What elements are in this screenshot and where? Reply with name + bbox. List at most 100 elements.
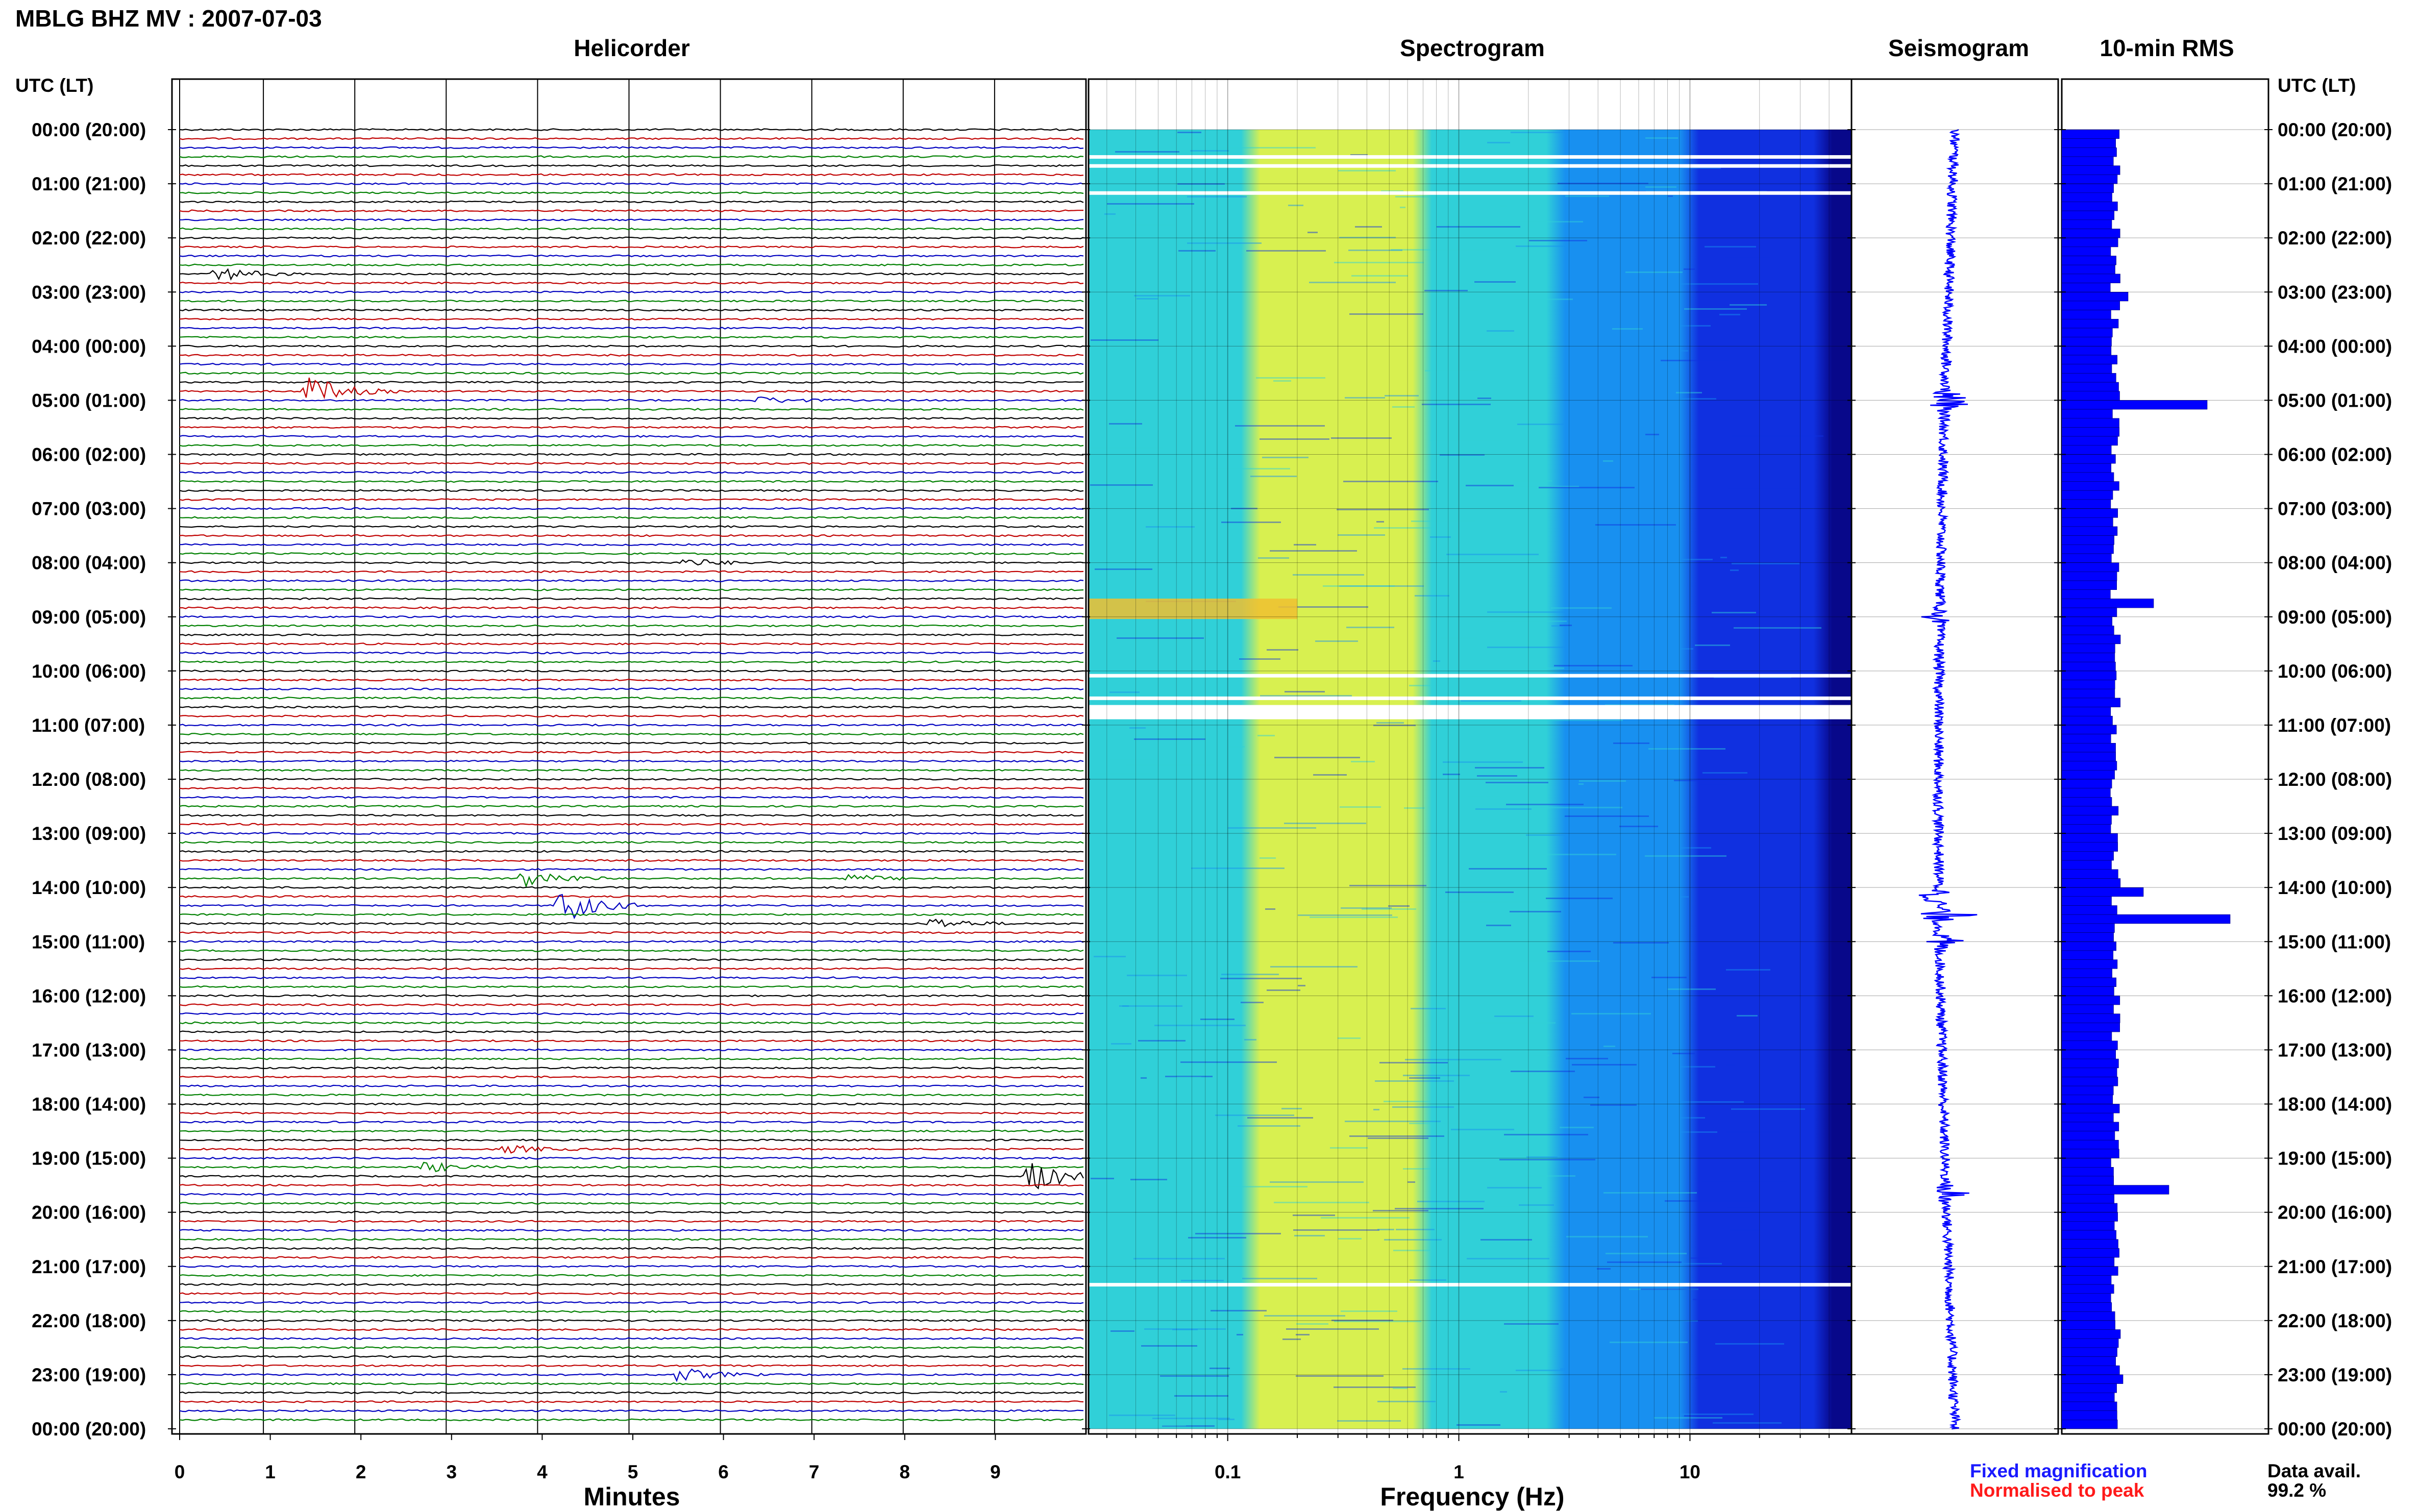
spectrogram-speckle (1417, 1201, 1485, 1202)
spectrogram-speckle (1293, 1229, 1379, 1231)
legend-normalised-to-peak: Normalised to peak (1970, 1480, 2144, 1501)
spectrogram-speckle (1606, 1253, 1687, 1254)
spectrogram-speckle (1551, 625, 1565, 627)
rms-bar (2061, 1203, 2118, 1213)
spectrogram-speckle (1133, 1258, 1225, 1259)
spectrogram-speckle (1285, 691, 1325, 692)
helicorder-trace (179, 651, 1084, 655)
spectrogram-speckle (1109, 691, 1140, 693)
spectrogram-speckle (1415, 595, 1449, 597)
spectrogram-panel: 0.1 1 10 (1088, 78, 1853, 1482)
rms-bar (2061, 345, 2112, 356)
spectrogram-speckle (1731, 1108, 1805, 1110)
spectrogram-speckle (1334, 1321, 1421, 1322)
spectrogram-speckle (1566, 1355, 1593, 1356)
spectrogram-speckle (1098, 919, 1107, 920)
spectrogram-speckle (1668, 283, 1758, 285)
rms-bar (2061, 301, 2120, 310)
spectrogram-speckle (1235, 425, 1325, 427)
helicorder-trace (179, 1256, 1084, 1259)
spectrogram-speckle (1130, 1179, 1167, 1180)
rms-bar (2061, 743, 2116, 753)
rms-bar (2061, 1374, 2124, 1384)
spectrogram-speckle (1348, 250, 1402, 251)
rms-bar (2061, 833, 2118, 843)
spectrogram-speckle (1181, 1280, 1224, 1281)
spectrogram-speckle (1341, 1310, 1397, 1312)
spectrogram-speckle (1674, 780, 1746, 781)
rms-bar (2061, 923, 2115, 933)
spectrogram-speckle (1362, 908, 1416, 910)
spectrogram-speckle (1274, 1202, 1369, 1203)
spectrogram-speckle (1595, 524, 1676, 526)
spectrogram-speckle (1104, 1323, 1183, 1324)
rms-bar (2061, 246, 2111, 256)
spectrogram-speckle (1572, 1064, 1637, 1065)
helicorder-trace (179, 281, 1084, 285)
helicorder-trace (179, 1193, 1084, 1196)
spectrogram-speckle (1684, 268, 1695, 270)
spectrogram-speckle (1681, 398, 1716, 400)
rms-bar (2061, 1383, 2117, 1393)
spectrogram-speckle (1651, 325, 1711, 327)
spectrogram-speckle (1351, 275, 1408, 277)
hour-label-left: 21:00 (17:00) (32, 1256, 146, 1277)
helicorder-x-tick-label: 8 (900, 1461, 910, 1482)
spectrogram-speckle (1141, 1077, 1147, 1079)
rms-title: 10-min RMS (2100, 35, 2234, 61)
helicorder-trace (179, 209, 1084, 212)
rms-bar (2061, 1058, 2119, 1069)
helicorder-trace (179, 308, 1084, 312)
hour-label-right: 15:00 (11:00) (2278, 931, 2391, 952)
spectrogram-speckle (1294, 544, 1316, 546)
helicorder-trace (179, 354, 1084, 357)
rms-bar (2061, 860, 2112, 870)
spectrogram-speckle (1533, 807, 1622, 808)
spectrogram-speckle (1659, 1414, 1754, 1415)
helicorder-trace (179, 1346, 1084, 1349)
utc-label-left: UTC (LT) (15, 75, 93, 96)
rms-bar (2061, 671, 2117, 680)
spectrogram-speckle (1612, 328, 1643, 330)
spectrogram-speckle (1298, 985, 1305, 986)
rms-bar (2061, 1275, 2112, 1285)
rms-bar (2061, 914, 2231, 924)
spectrogram-speckle (1229, 746, 1245, 748)
spectrogram-speckle (1506, 832, 1536, 834)
spectrogram-warm-patch (1089, 599, 1297, 619)
helicorder-trace (179, 1156, 1084, 1160)
hour-label-right: 23:00 (19:00) (2278, 1365, 2392, 1385)
spectrogram-speckle (1127, 290, 1152, 291)
hour-label-left: 12:00 (08:00) (32, 769, 146, 790)
hour-label-left: 23:00 (19:00) (32, 1365, 146, 1385)
helicorder-trace (179, 417, 1084, 420)
rms-bar (2061, 1212, 2118, 1222)
spectrogram-speckle (1310, 916, 1398, 918)
spectrogram-speckle (1732, 435, 1823, 437)
spectrogram-speckle (1267, 989, 1300, 991)
spectrogram-speckle (1560, 1049, 1606, 1051)
rms-bar (2061, 147, 2117, 157)
rms-bar (2061, 138, 2116, 148)
rms-bar (2061, 1393, 2115, 1402)
rms-bar (2061, 788, 2111, 798)
spectrogram-speckle (1645, 137, 1678, 139)
hour-label-left: 15:00 (11:00) (32, 931, 145, 952)
helicorder-trace (180, 1237, 1084, 1241)
spectrogram-speckle (1377, 1401, 1436, 1402)
helicorder-trace (179, 714, 1084, 717)
spectrogram-speckle (1695, 1377, 1701, 1379)
rms-bar (2061, 1131, 2115, 1141)
helicorder-trace (179, 516, 1084, 519)
spectrogram-speckle (1349, 885, 1426, 886)
rms-bar (2061, 1139, 2119, 1150)
helicorder-trace (179, 1328, 1083, 1331)
helicorder-trace (180, 624, 1084, 628)
helicorder-trace (179, 642, 1084, 646)
spectrogram-speckle (1529, 720, 1623, 721)
spectrogram-speckle (1373, 1210, 1428, 1211)
spectrogram-x-tick-label: 10 (1680, 1461, 1700, 1482)
helicorder-trace (179, 1220, 1084, 1223)
spectrogram-speckle (1425, 370, 1478, 371)
helicorder-trace (179, 697, 1084, 700)
